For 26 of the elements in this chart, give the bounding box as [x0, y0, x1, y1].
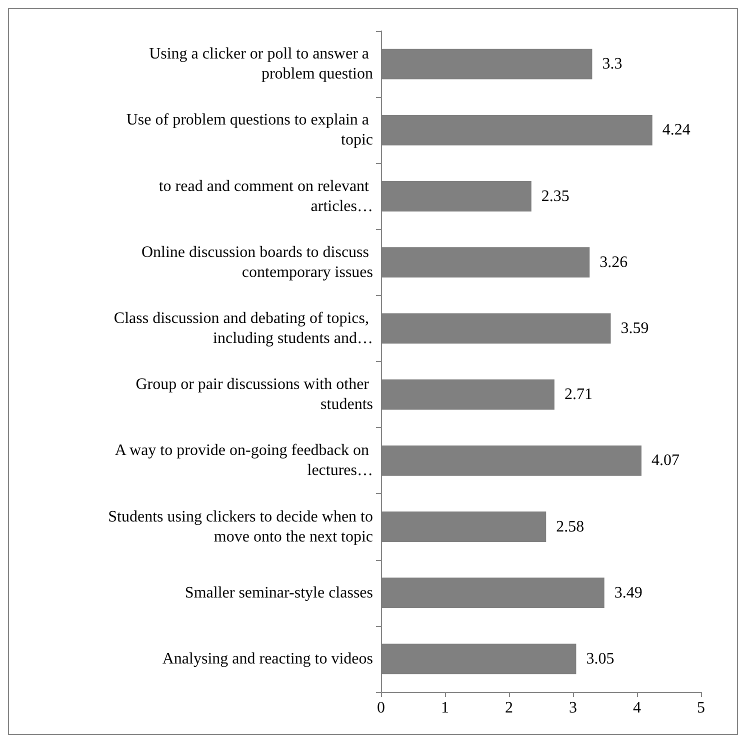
y-tick-label: Using a clicker or poll to answer a problem question: [149, 46, 373, 83]
y-tick-label: Analysing and reacting to videos: [162, 650, 373, 668]
data-label: 2.58: [556, 518, 584, 536]
data-label: 3.05: [586, 650, 614, 668]
data-label: 2.35: [541, 188, 570, 205]
y-tick-label: Smaller seminar-style classes: [184, 584, 373, 602]
y-tick-label: A way to provide on-going feedback on lectures…: [114, 442, 373, 480]
x-tick-label: 1: [441, 700, 449, 716]
y-tick-label: Students using clickers to decide when to move onto the next topic: [108, 508, 373, 546]
x-tick-label: 2: [505, 700, 513, 716]
data-label: 3.59: [620, 320, 649, 337]
data-label: 3.26: [600, 254, 628, 271]
x-tick-label: 5: [697, 700, 705, 716]
x-tick-label: 4: [633, 700, 641, 716]
x-tick-label: 0: [377, 700, 385, 716]
y-tick-label: Use of problem questions to explain a topic: [126, 112, 373, 149]
y-tick-label: Online discussion boards to discuss contemporary issues: [141, 244, 373, 281]
y-tick-label: Class discussion and debating of topics, including students and…: [114, 310, 373, 347]
y-tick-label: Group or pair discussions with other students: [136, 376, 373, 414]
y-tick-label: to read and comment on relevant articles…: [158, 178, 373, 215]
data-label: 4.07: [651, 452, 680, 470]
data-label: 3.49: [614, 584, 642, 602]
data-label: 2.71: [564, 386, 592, 404]
data-label: 3.3: [602, 56, 622, 73]
data-label: 4.24: [662, 122, 690, 139]
x-tick-label: 3: [569, 700, 577, 716]
